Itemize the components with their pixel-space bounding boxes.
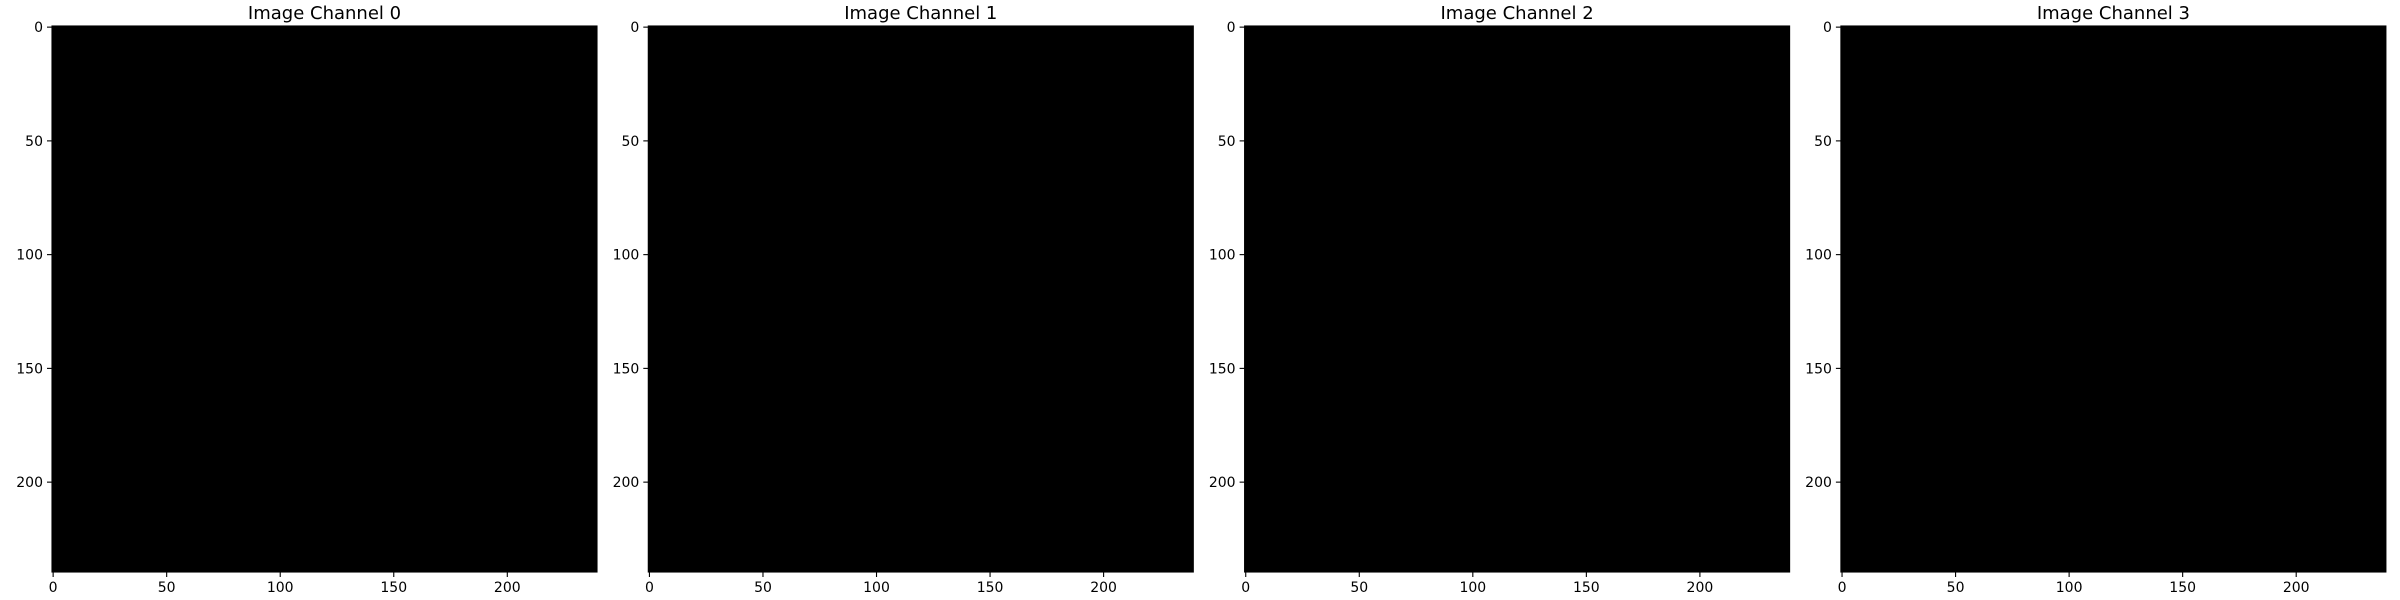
y-tick-label: 50 (25, 134, 43, 150)
x-tick-label: 100 (267, 580, 294, 596)
image-area (52, 26, 597, 572)
panel-1: Image Channel 1 0 50 100 150 200 0 50 100 150 200 (613, 3, 1194, 596)
plot-frame (1244, 25, 1791, 573)
x-tick-label: 50 (158, 580, 176, 596)
y-tick-label: 150 (1209, 361, 1236, 377)
y-tick-label: 200 (16, 475, 43, 491)
image-area (1840, 26, 2386, 572)
y-tick-label: 0 (34, 20, 43, 36)
x-tick-label: 200 (1090, 580, 1117, 596)
panel-3: Image Channel 3 0 50 100 150 200 0 50 100 150 200 (1805, 3, 2387, 596)
panel-2: Image Channel 2 0 50 100 150 200 0 50 100 150 200 (1209, 3, 1791, 596)
x-tick-label: 0 (1838, 580, 1847, 596)
y-tick-label: 150 (1805, 361, 1832, 377)
x-tick-label: 100 (863, 580, 890, 596)
x-tick-label: 0 (645, 580, 654, 596)
y-tick-label: 0 (1823, 20, 1832, 36)
x-tick-label: 200 (494, 580, 521, 596)
x-tick-label: 50 (1947, 580, 1965, 596)
x-tick-label: 0 (49, 580, 58, 596)
y-tick-label: 100 (16, 248, 43, 264)
y-tick-label: 200 (613, 475, 640, 491)
y-tick-label: 50 (1218, 134, 1236, 150)
y-tick-label: 100 (613, 248, 640, 264)
panel-0: Image Channel 0 0 50 100 150 200 0 50 100 150 200 (16, 3, 598, 596)
x-tick-label: 100 (1459, 580, 1486, 596)
panel-title: Image Channel 0 (248, 3, 401, 24)
plot-frame (647, 25, 1194, 573)
panel-title: Image Channel 3 (2037, 3, 2190, 24)
panel-title: Image Channel 2 (1441, 3, 1594, 24)
x-tick-label: 200 (1687, 580, 1714, 596)
x-tick-label: 50 (1350, 580, 1368, 596)
y-tick-label: 100 (1805, 248, 1832, 264)
x-tick-label: 200 (2283, 580, 2310, 596)
y-tick-label: 50 (621, 134, 639, 150)
panel-title: Image Channel 1 (844, 3, 997, 24)
y-tick-label: 0 (1227, 20, 1236, 36)
y-tick-label: 100 (1209, 248, 1236, 264)
x-tick-label: 150 (1573, 580, 1600, 596)
x-tick-label: 100 (2056, 580, 2083, 596)
x-tick-label: 150 (977, 580, 1004, 596)
y-tick-label: 200 (1209, 475, 1236, 491)
y-tick-label: 50 (1814, 134, 1832, 150)
x-tick-label: 150 (2169, 580, 2196, 596)
plot-frame (1840, 25, 2387, 573)
y-tick-label: 150 (16, 361, 43, 377)
x-tick-label: 50 (754, 580, 772, 596)
image-area (1244, 26, 1790, 572)
y-tick-label: 200 (1805, 475, 1832, 491)
x-tick-label: 150 (380, 580, 407, 596)
y-tick-label: 150 (613, 361, 640, 377)
y-tick-label: 0 (630, 20, 639, 36)
image-area (648, 26, 1194, 572)
plot-frame (51, 25, 598, 573)
x-tick-label: 0 (1241, 580, 1250, 596)
